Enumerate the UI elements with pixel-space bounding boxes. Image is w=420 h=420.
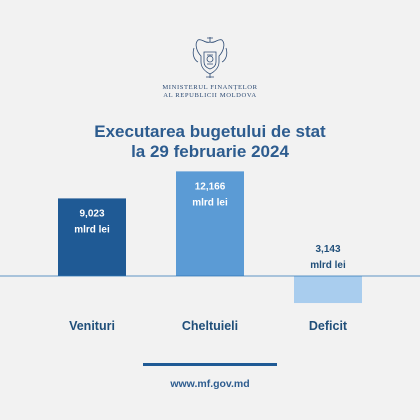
unit-label-venituri: mlrd lei bbox=[74, 224, 110, 235]
coat-of-arms-icon bbox=[192, 37, 228, 78]
ministry-name-line1: MINISTERUL FINANȚELOR bbox=[162, 84, 258, 91]
logo bbox=[0, 34, 420, 80]
unit-label-cheltuieli: mlrd lei bbox=[192, 197, 228, 208]
footer-divider bbox=[143, 363, 277, 366]
chart-title-line2: la 29 februarie 2024 bbox=[131, 142, 289, 161]
category-label-deficit: Deficit bbox=[309, 319, 348, 333]
value-label-venituri: 9,023 bbox=[79, 208, 104, 219]
value-label-cheltuieli: 12,166 bbox=[195, 181, 226, 192]
bar-cheltuieli bbox=[176, 171, 244, 276]
website-link[interactable]: www.mf.gov.md bbox=[170, 378, 250, 390]
unit-label-deficit: mlrd lei bbox=[310, 260, 346, 271]
bar-deficit bbox=[294, 276, 362, 304]
ministry-name-line2: AL REPUBLICII MOLDOVA bbox=[163, 92, 257, 99]
chart-title-line1: Executarea bugetului de stat bbox=[94, 122, 326, 141]
value-label-deficit: 3,143 bbox=[315, 244, 340, 255]
bar-venituri bbox=[58, 198, 126, 276]
category-label-venituri: Venituri bbox=[69, 319, 115, 333]
category-label-cheltuieli: Cheltuieli bbox=[182, 319, 238, 333]
